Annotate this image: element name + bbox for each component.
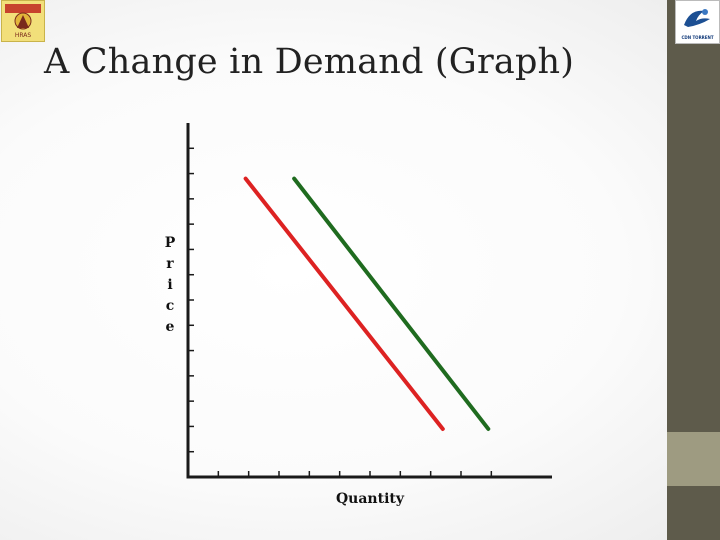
side-bar-accent [667, 432, 720, 486]
org-logo: CDN TORRENT [675, 0, 720, 44]
series-group [243, 176, 491, 431]
logo-lettering: CDN TORRENT [681, 35, 714, 40]
demand-curve-2 [292, 176, 491, 431]
slide-title: A Change in Demand (Graph) [44, 42, 575, 82]
x-axis-label: Quantity [336, 491, 405, 507]
dove-logo-icon [684, 9, 710, 27]
logo-lettering: HRAS [14, 32, 32, 39]
seal-emblem-icon [5, 4, 41, 30]
institution-logo: HRAS [1, 0, 45, 42]
demand-curve-1 [243, 176, 445, 431]
